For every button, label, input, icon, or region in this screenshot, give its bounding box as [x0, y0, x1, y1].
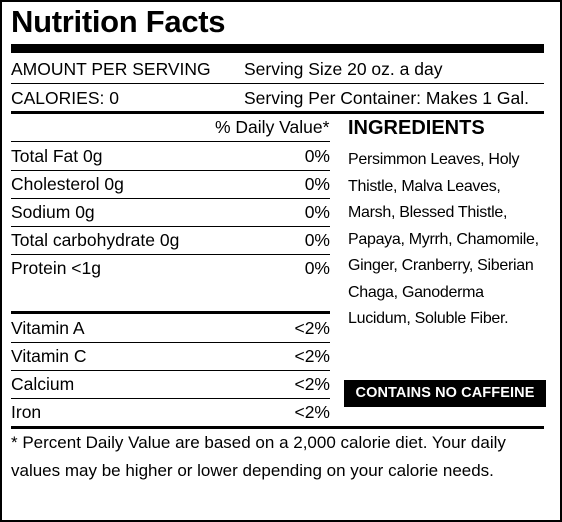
- vitamin-name: Vitamin A: [11, 318, 85, 338]
- no-caffeine-badge: CONTAINS NO CAFFEINE: [344, 380, 546, 407]
- vitamin-name: Iron: [11, 402, 42, 422]
- nutrient-row: Total Fat 0g 0%: [11, 142, 330, 170]
- nutrient-name: Cholesterol 0g: [11, 174, 124, 194]
- nutrient-name: Total Fat 0g: [11, 146, 103, 166]
- vitamin-value: <2%: [294, 402, 330, 422]
- serving-size: Serving Size 20 oz. a day: [244, 59, 443, 79]
- row-divider: [11, 342, 330, 343]
- nutrient-name: Sodium 0g: [11, 202, 95, 222]
- row-divider: [11, 370, 330, 371]
- vitamin-row: Vitamin A <2%: [11, 314, 330, 342]
- daily-value-header: % Daily Value*: [215, 117, 330, 137]
- nutrient-value: 0%: [304, 258, 330, 278]
- vitamin-name: Calcium: [11, 374, 75, 394]
- row-divider: [11, 254, 330, 255]
- footnote-divider: [11, 426, 544, 429]
- vitamin-value: <2%: [294, 374, 330, 394]
- serving-divider: [11, 83, 544, 84]
- nutrient-row: Sodium 0g 0%: [11, 198, 330, 226]
- nutrient-row: Cholesterol 0g 0%: [11, 170, 330, 198]
- vitamin-value: <2%: [294, 346, 330, 366]
- row-divider: [11, 198, 330, 199]
- title-divider: [11, 44, 544, 53]
- daily-value-footnote: * Percent Daily Value are based on a 2,0…: [11, 433, 506, 480]
- nutrient-name: Total carbohydrate 0g: [11, 230, 180, 250]
- amount-per-serving: AMOUNT PER SERVING: [11, 59, 211, 79]
- vitamin-row: Vitamin C <2%: [11, 342, 330, 370]
- nutrient-value: 0%: [304, 174, 330, 194]
- row-divider: [11, 398, 330, 399]
- label-title: Nutrition Facts: [11, 4, 226, 39]
- nutrient-value: 0%: [304, 202, 330, 222]
- calories: CALORIES: 0: [11, 88, 119, 108]
- nutrient-row: Protein <1g 0%: [11, 254, 330, 282]
- vitamin-value: <2%: [294, 318, 330, 338]
- ingredients-heading: INGREDIENTS: [348, 117, 485, 139]
- servings-per-container: Serving Per Container: Makes 1 Gal.: [244, 88, 529, 108]
- row-divider: [11, 226, 330, 227]
- header-divider: [11, 141, 330, 142]
- nutrient-name: Protein <1g: [11, 258, 101, 278]
- nutrient-value: 0%: [304, 146, 330, 166]
- calories-divider: [11, 111, 544, 114]
- nutrient-value: 0%: [304, 230, 330, 250]
- ingredients-list: Persimmon Leaves, Holy Thistle, Malva Le…: [348, 151, 539, 327]
- row-divider: [11, 170, 330, 171]
- nutrient-row: Total carbohydrate 0g 0%: [11, 226, 330, 254]
- vitamin-row: Calcium <2%: [11, 370, 330, 398]
- vitamin-divider: [11, 311, 330, 314]
- vitamin-name: Vitamin C: [11, 346, 87, 366]
- vitamin-row: Iron <2%: [11, 398, 330, 426]
